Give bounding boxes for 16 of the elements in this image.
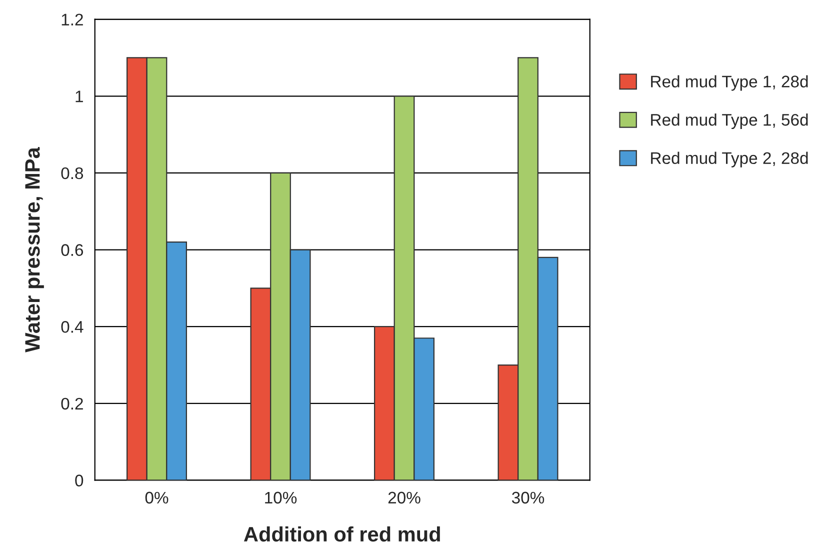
y-tick-label: 0.2 [61,398,83,410]
legend-label: Red mud Type 1, 56d [651,114,808,130]
y-axis-title: Water pressure, MPa [25,146,44,352]
x-tick-label: 0% [145,492,168,504]
y-tick-label: 0.4 [61,321,84,333]
y-tick-label: 1.2 [62,14,83,26]
x-axis-title: Addition of red mud [244,526,440,542]
y-tick-label: 0.6 [61,244,84,256]
y-tick-label: 1 [76,90,83,102]
x-tick-label: 20% [388,492,420,504]
legend-label: Red mud Type 1, 28d [651,75,808,91]
x-tick-label: 30% [512,492,544,504]
y-tick-label: 0.8 [61,167,84,180]
y-tick-label: 0 [75,474,84,486]
x-tick-label: 10% [265,492,297,504]
legend-label: Red mud Type 2, 28d [651,152,808,168]
